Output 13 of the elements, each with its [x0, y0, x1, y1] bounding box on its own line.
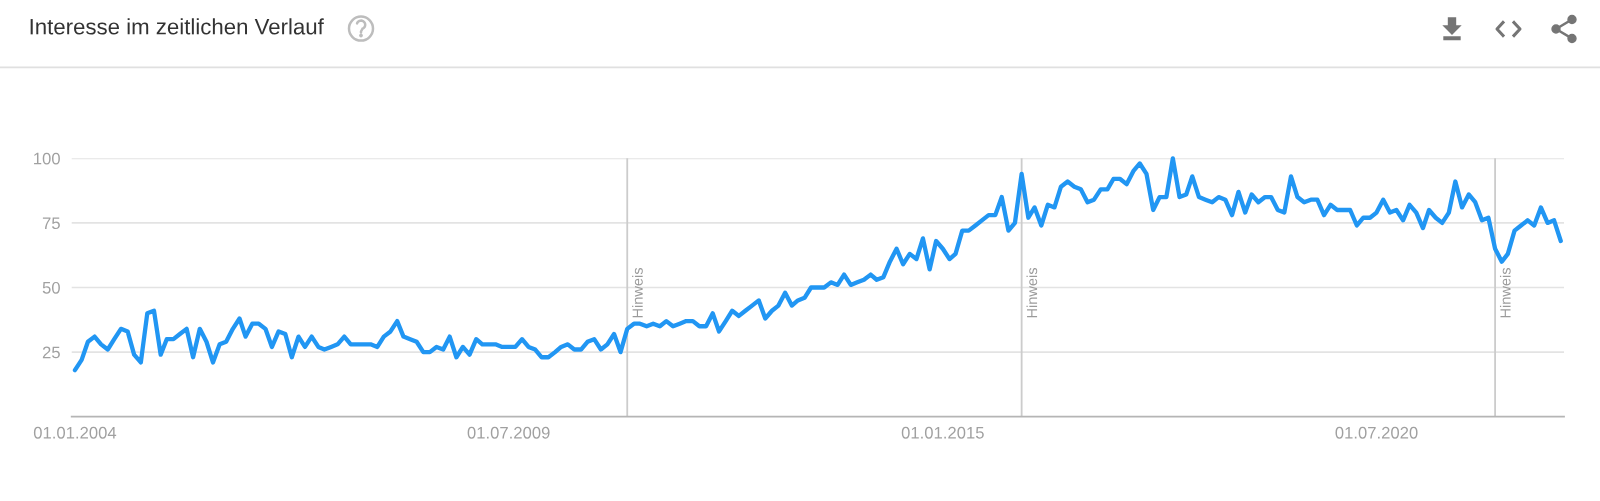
line-series: [72, 156, 1563, 373]
ref-line-label: Hinweis: [1026, 267, 1038, 318]
chart-title: Interesse im zeitlichen Verlauf: [30, 18, 324, 35]
x-tick-label: 01.07.2020: [1335, 426, 1418, 439]
ref-line-label: Hinweis: [1499, 267, 1511, 318]
x-tick-label: 01.07.2009: [467, 426, 550, 439]
y-tick-label: 75: [42, 217, 60, 230]
x-tick-label: 01.01.2004: [33, 426, 117, 439]
ref-line-label: Hinweis: [632, 267, 643, 318]
y-tick-label: 50: [42, 281, 60, 294]
y-tick-label: 25: [42, 346, 60, 359]
y-tick-label: 100: [34, 152, 60, 165]
x-tick-label: 01.01.2015: [901, 426, 984, 439]
